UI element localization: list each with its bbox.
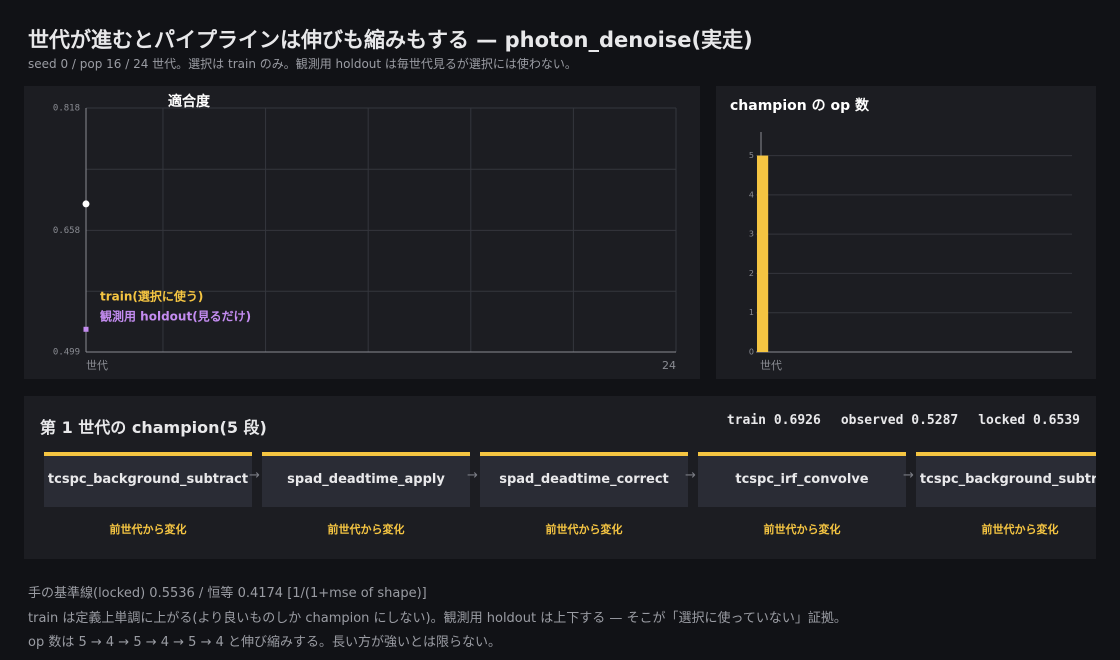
- metric-label: locked: [978, 413, 1026, 428]
- metric: locked 0.6539: [978, 413, 1080, 428]
- step-note: 前世代から変化: [327, 523, 405, 536]
- y-tick-label: 0.658: [53, 226, 80, 236]
- step: tcspc_background_subtract: [916, 452, 1096, 507]
- arrow: →: [249, 468, 260, 483]
- metric-label: observed: [840, 413, 904, 428]
- metrics: train 0.6926 observed 0.5287 locked 0.6539: [707, 413, 1080, 428]
- champion-title: 第 1 世代の champion(5 段): [40, 418, 267, 437]
- champion-panel: 第 1 世代の champion(5 段) train 0.6926 observ…: [24, 396, 1096, 559]
- arrow: →: [685, 468, 696, 483]
- note: 手の基準線(locked) 0.5536 / 恒等 0.4174 [1/(1+m…: [28, 586, 427, 601]
- y-tick-label: 3: [749, 230, 754, 239]
- metric-value: 0.5287: [911, 413, 959, 428]
- step: tcspc_irf_convolve: [698, 452, 906, 507]
- step-note: 前世代から変化: [763, 523, 841, 536]
- metric-label: train: [726, 413, 767, 428]
- note: train は定義上単調に上がる(より良いものしか champion にしない)…: [28, 611, 847, 626]
- x-axis-label: 世代: [760, 359, 782, 372]
- page-subtitle: seed 0 / pop 16 / 24 世代。選択は train のみ。観測用…: [28, 57, 577, 71]
- panel: [24, 86, 700, 379]
- y-tick-label: 1: [749, 308, 754, 317]
- step: spad_deadtime_correct: [480, 452, 688, 507]
- chart-title: champion の op 数: [730, 97, 870, 114]
- step-note: 前世代から変化: [109, 523, 187, 536]
- legend-label: 観測用 holdout(見るだけ): [100, 309, 251, 324]
- metric: observed 0.5287: [841, 413, 958, 428]
- arrow: →: [467, 468, 478, 483]
- x-tick-label: 24: [662, 359, 676, 372]
- metric-value: 0.6539: [1033, 413, 1080, 428]
- metric-value: 0.6926: [773, 413, 821, 428]
- y-tick-label: 0: [749, 348, 754, 357]
- y-tick-label: 0.499: [53, 348, 80, 358]
- point: [83, 326, 89, 332]
- point: [82, 200, 90, 208]
- y-tick-label: 4: [749, 190, 754, 199]
- y-tick-label: 0.818: [53, 104, 80, 114]
- step-note: 前世代から変化: [981, 523, 1059, 536]
- note: op 数は 5 → 4 → 5 → 4 → 5 → 4 と伸び縮みする。長い方が…: [28, 635, 502, 650]
- page-title: 世代が進むとパイプラインは伸びも縮みもする — photon_denoise(実…: [28, 28, 753, 52]
- y-tick-label: 2: [749, 269, 754, 278]
- step: tcspc_background_subtract: [44, 452, 252, 507]
- step-note: 前世代から変化: [545, 523, 623, 536]
- x-axis-label: 世代: [86, 359, 108, 372]
- panel: [716, 86, 1096, 379]
- legend-label: train(選択に使う): [100, 289, 203, 304]
- arrow: →: [903, 468, 914, 483]
- bar: [756, 155, 769, 352]
- chart-title: 適合度: [168, 93, 211, 110]
- step: spad_deadtime_apply: [262, 452, 470, 507]
- y-tick-label: 5: [749, 151, 754, 160]
- metric: train 0.6926: [727, 413, 821, 428]
